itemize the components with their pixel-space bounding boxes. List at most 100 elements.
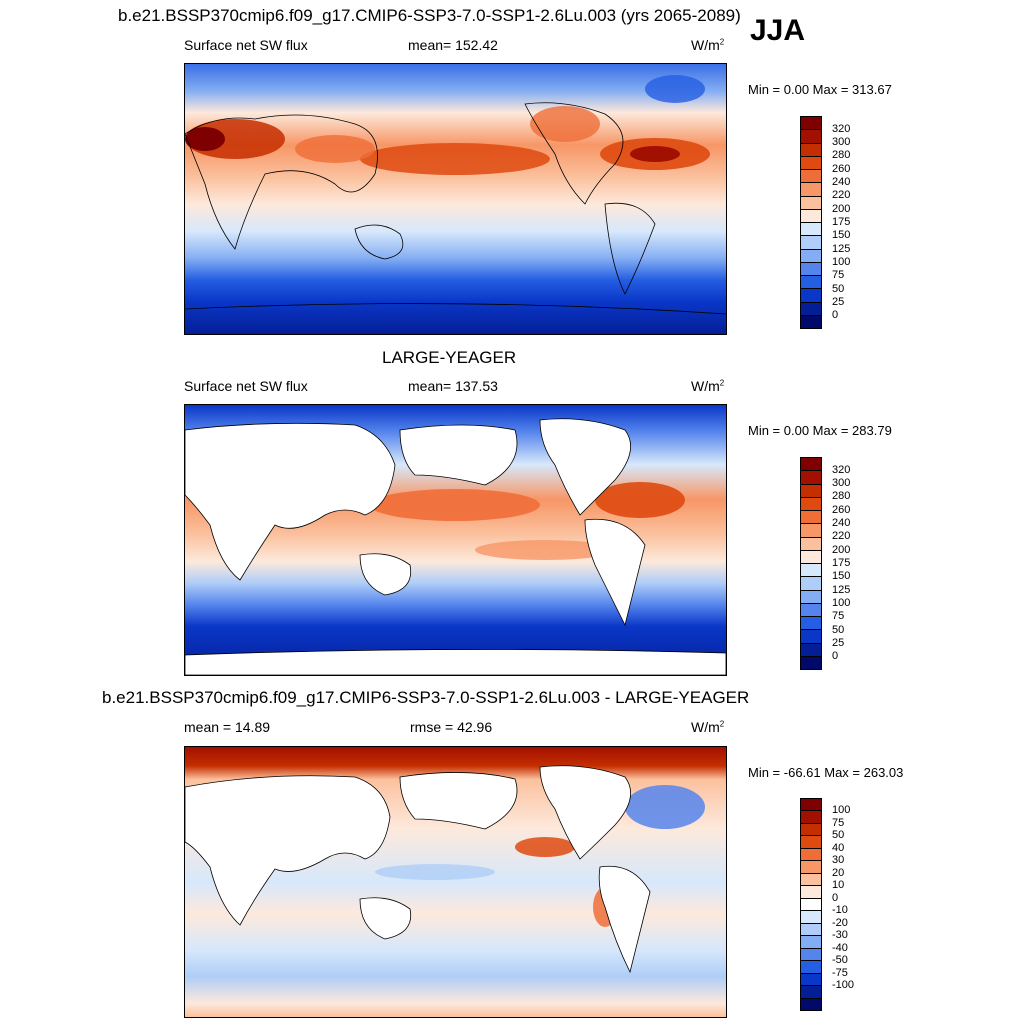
colorbar-tick-label: 25 xyxy=(832,295,845,308)
panel-diff-title: b.e21.BSSP370cmip6.f09_g17.CMIP6-SSP3-7.… xyxy=(102,688,750,707)
colorbar-tick-label: 50 xyxy=(832,282,845,295)
panel-obs-minmax: Min = 0.00 Max = 283.79 xyxy=(748,423,892,438)
colorbar-block xyxy=(801,577,821,591)
colorbar-tick-label: 175 xyxy=(832,216,851,228)
colorbar-tick-label: 100 xyxy=(832,255,851,268)
colorbar-tick-label: 75 xyxy=(832,269,845,282)
colorbar-block xyxy=(801,836,821,849)
colorbar-block xyxy=(801,276,821,290)
colorbar-block xyxy=(801,223,821,237)
colorbar-block xyxy=(801,630,821,644)
panel-obs-variable: Surface net SW flux xyxy=(184,378,308,394)
colorbar-block xyxy=(801,497,821,511)
colorbar-tick-label: -50 xyxy=(832,954,848,967)
colorbar-block xyxy=(801,302,821,316)
colorbar-tick-label: 260 xyxy=(832,162,851,175)
colorbar-block xyxy=(801,156,821,170)
colorbar-block xyxy=(801,249,821,263)
colorbar-block xyxy=(801,961,821,974)
panel-model-mean: mean= 152.42 xyxy=(408,37,498,53)
colorbar-tick-label: 0 xyxy=(832,891,839,904)
colorbar-tick-label: 10 xyxy=(832,879,845,892)
colorbar-block xyxy=(801,861,821,874)
panel-diff-minmax: Min = -66.61 Max = 263.03 xyxy=(748,765,904,780)
colorbar-tick-label: 320 xyxy=(832,463,851,476)
figure-title: b.e21.BSSP370cmip6.f09_g17.CMIP6-SSP3-7.… xyxy=(118,6,741,25)
colorbar-block xyxy=(801,511,821,525)
colorbar-block xyxy=(801,471,821,485)
panel-obs-units: W/m2 xyxy=(691,378,725,394)
panel-model-colorbar xyxy=(800,116,822,329)
colorbar-tick-label: 240 xyxy=(832,517,851,530)
colorbar-block xyxy=(801,823,821,837)
colorbar-tick-label: 280 xyxy=(832,149,851,162)
colorbar-block xyxy=(801,998,821,1010)
colorbar-tick-label: 200 xyxy=(832,543,851,556)
colorbar-block xyxy=(801,458,821,472)
colorbar-tick-label: 240 xyxy=(832,176,851,189)
colorbar-block xyxy=(801,236,821,250)
panel-obs-mean: mean= 137.53 xyxy=(408,378,498,394)
colorbar-block xyxy=(801,524,821,538)
colorbar-block xyxy=(801,911,821,924)
colorbar-tick-label: 220 xyxy=(832,189,851,202)
colorbar-block xyxy=(801,196,821,210)
colorbar-block xyxy=(801,289,821,303)
colorbar-block xyxy=(801,550,821,564)
colorbar-tick-label: 20 xyxy=(832,866,845,879)
colorbar-block xyxy=(801,484,821,498)
colorbar-tick-label: 175 xyxy=(832,557,851,569)
colorbar-tick-label: 50 xyxy=(832,623,845,636)
colorbar-block xyxy=(801,923,821,937)
colorbar-block xyxy=(801,986,821,999)
colorbar-tick-label: 260 xyxy=(832,503,851,516)
season-label: JJA xyxy=(750,14,806,47)
colorbar-block xyxy=(801,643,821,657)
panel-obs-title: LARGE-YEAGER xyxy=(382,348,517,367)
colorbar-tick-label: 280 xyxy=(832,490,851,503)
colorbar-tick-label: 320 xyxy=(832,122,851,135)
colorbar-block xyxy=(801,799,821,812)
colorbar-tick-label: 50 xyxy=(832,829,845,842)
colorbar-tick-label: -40 xyxy=(832,941,848,954)
colorbar-block xyxy=(801,811,821,824)
panel-model-variable: Surface net SW flux xyxy=(184,37,308,53)
panel-obs-colorbar xyxy=(800,457,822,670)
colorbar-tick-label: 100 xyxy=(832,596,851,609)
colorbar-block xyxy=(801,537,821,551)
colorbar-tick-label: -100 xyxy=(832,979,855,992)
colorbar-block xyxy=(801,656,821,669)
colorbar-tick-label: 200 xyxy=(832,202,851,215)
colorbar-tick-label: 220 xyxy=(832,530,851,543)
colorbar-tick-label: 125 xyxy=(832,583,851,596)
colorbar-tick-label: 0 xyxy=(832,650,839,663)
colorbar-tick-label: -75 xyxy=(832,966,848,979)
colorbar-block xyxy=(801,564,821,578)
panel-diff-map xyxy=(184,746,727,1018)
colorbar-block xyxy=(801,848,821,862)
panel-diff-rmse: rmse = 42.96 xyxy=(410,719,493,735)
colorbar-block xyxy=(801,183,821,197)
colorbar-tick-label: 0 xyxy=(832,309,839,322)
colorbar-tick-label: 300 xyxy=(832,136,851,149)
colorbar-tick-label: 150 xyxy=(832,570,851,583)
panel-model-minmax: Min = 0.00 Max = 313.67 xyxy=(748,82,892,97)
colorbar-tick-label: 30 xyxy=(832,854,845,867)
colorbar-block xyxy=(801,262,821,276)
colorbar-block xyxy=(801,209,821,223)
colorbar-block xyxy=(801,117,821,131)
colorbar-block xyxy=(801,948,821,962)
colorbar-block xyxy=(801,170,821,184)
colorbar-block xyxy=(801,315,821,328)
colorbar-block xyxy=(801,617,821,631)
panel-diff-mean: mean = 14.89 xyxy=(184,719,271,735)
colorbar-tick-label: 25 xyxy=(832,636,845,649)
colorbar-block xyxy=(801,873,821,887)
colorbar-block xyxy=(801,886,821,899)
panel-diff-units: W/m2 xyxy=(691,719,725,735)
colorbar-block xyxy=(801,936,821,949)
colorbar-block xyxy=(801,603,821,617)
colorbar-tick-label: 150 xyxy=(832,229,851,242)
panel-model-map xyxy=(184,63,727,335)
colorbar-block xyxy=(801,590,821,604)
